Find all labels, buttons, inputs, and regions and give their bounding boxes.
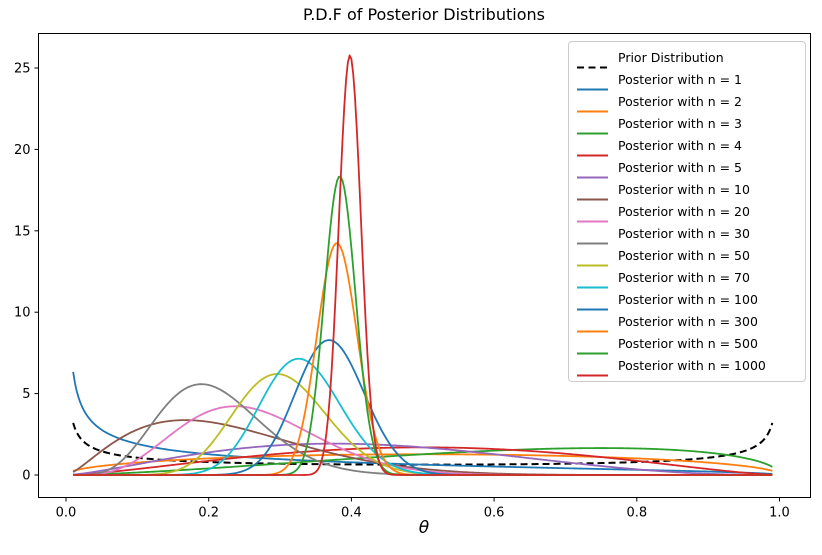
legend-label: Posterior with n = 500 bbox=[618, 335, 758, 351]
legend-swatch-line bbox=[577, 363, 608, 377]
x-tick-label: 1.0 bbox=[769, 506, 790, 521]
legend-label: Posterior with n = 20 bbox=[618, 204, 750, 220]
x-tick-label: 0.2 bbox=[198, 506, 219, 521]
legend-label: Posterior with n = 50 bbox=[618, 247, 750, 263]
y-tick-label: 15 bbox=[14, 224, 31, 239]
legend-item-9: Posterior with n = 50 bbox=[577, 244, 797, 267]
series-line-5 bbox=[73, 442, 773, 476]
x-tick-label: 0.8 bbox=[626, 506, 647, 521]
y-tick-label: 10 bbox=[14, 306, 31, 321]
legend-label: Posterior with n = 10 bbox=[618, 182, 750, 198]
legend-item-7: Posterior with n = 20 bbox=[577, 201, 797, 223]
legend-label: Posterior with n = 30 bbox=[618, 225, 750, 241]
legend-label: Prior Distribution bbox=[618, 50, 724, 66]
legend-label: Posterior with n = 300 bbox=[618, 313, 758, 329]
legend-swatch-line bbox=[577, 209, 608, 223]
legend-label: Posterior with n = 5 bbox=[618, 160, 743, 176]
legend-swatch-line bbox=[577, 99, 608, 113]
legend-swatch-line bbox=[577, 187, 608, 201]
series-line-1 bbox=[72, 371, 773, 475]
legend-item-4: Posterior with n = 4 bbox=[577, 135, 797, 157]
legend-swatch-line bbox=[577, 319, 608, 333]
legend-label: Posterior with n = 2 bbox=[618, 94, 743, 110]
legend-label: Posterior with n = 70 bbox=[618, 269, 750, 285]
legend-swatch-line bbox=[577, 143, 608, 157]
legend-item-8: Posterior with n = 30 bbox=[577, 223, 797, 245]
legend-label: Posterior with n = 3 bbox=[618, 116, 743, 132]
legend-swatch-line bbox=[577, 165, 608, 179]
legend-swatch-line bbox=[577, 275, 608, 289]
legend-swatch-line bbox=[577, 297, 608, 311]
chart-title: P.D.F of Posterior Distributions bbox=[303, 5, 545, 24]
legend-item-6: Posterior with n = 10 bbox=[577, 179, 797, 201]
x-tick-label: 0.0 bbox=[56, 506, 77, 521]
legend: Prior Distribution Posterior with n = 1 Po… bbox=[568, 41, 806, 382]
legend-item-0: Prior Distribution bbox=[577, 47, 797, 69]
legend-item-12: Posterior with n = 300 bbox=[577, 310, 797, 333]
legend-item-2: Posterior with n = 2 bbox=[577, 91, 797, 113]
legend-item-3: Posterior with n = 3 bbox=[577, 113, 797, 135]
series-line-14 bbox=[73, 54, 773, 476]
legend-label: Posterior with n = 100 bbox=[618, 291, 758, 307]
axes-frame bbox=[38, 33, 811, 498]
y-tick-label: 0 bbox=[22, 469, 30, 484]
legend-item-5: Posterior with n = 5 bbox=[577, 157, 797, 179]
legend-label: Posterior with n = 4 bbox=[618, 138, 743, 154]
x-tick-label: 0.6 bbox=[484, 506, 505, 521]
series-line-3 bbox=[73, 447, 773, 476]
legend-swatch-line bbox=[577, 121, 608, 135]
legend-item-11: Posterior with n = 100 bbox=[577, 288, 797, 311]
legend-item-14: Posterior with n = 1000 bbox=[577, 354, 797, 377]
legend-swatch-line bbox=[577, 77, 608, 91]
curves-group bbox=[72, 54, 774, 476]
legend-swatch-line bbox=[577, 253, 608, 267]
legend-swatch-line bbox=[577, 341, 608, 355]
y-tick-label: 25 bbox=[14, 62, 31, 77]
legend-item-13: Posterior with n = 500 bbox=[577, 332, 797, 355]
y-tick-label: 5 bbox=[22, 387, 30, 402]
y-tick-label: 20 bbox=[14, 143, 31, 158]
legend-label: Posterior with n = 1000 bbox=[618, 357, 766, 373]
x-tick-label: 0.4 bbox=[341, 506, 362, 521]
legend-swatch-line bbox=[577, 231, 608, 245]
legend-item-10: Posterior with n = 70 bbox=[577, 266, 797, 289]
legend-item-1: Posterior with n = 1 bbox=[577, 69, 797, 91]
legend-swatch-line bbox=[577, 55, 608, 69]
x-axis-label: θ bbox=[418, 518, 430, 538]
legend-label: Posterior with n = 1 bbox=[618, 72, 743, 88]
